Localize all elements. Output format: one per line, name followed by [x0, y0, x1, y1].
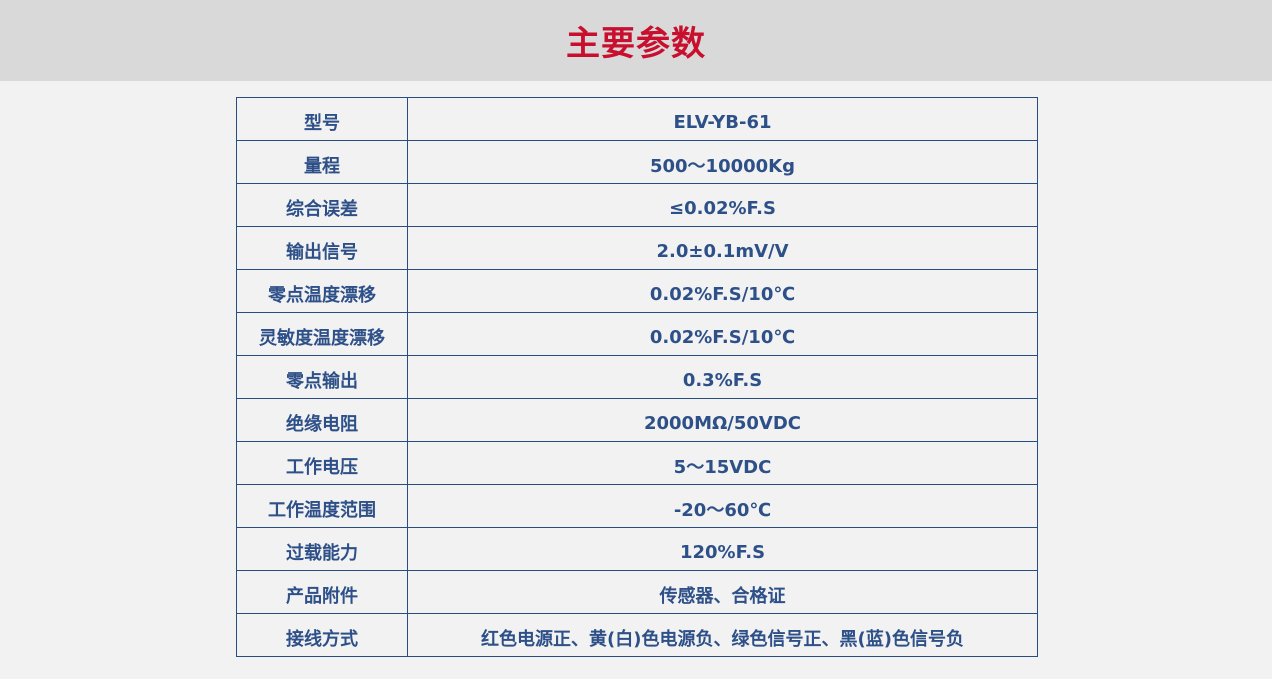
- params-table: 型号 ELV-YB-61 量程 500～10000Kg 综合误差 ≤0.02%F.S 输出信…: [236, 97, 1038, 657]
- param-value: 2.0±0.1mV/V: [407, 226, 1038, 270]
- param-value: 0.02%F.S/10℃: [407, 269, 1038, 313]
- table-row: 量程 500～10000Kg: [236, 140, 1038, 184]
- param-label: 产品附件: [236, 570, 408, 614]
- table-row: 零点输出 0.3%F.S: [236, 355, 1038, 399]
- param-value: 120%F.S: [407, 527, 1038, 571]
- param-value: 500～10000Kg: [407, 140, 1038, 184]
- param-value: 2000MΩ/50VDC: [407, 398, 1038, 442]
- param-label: 绝缘电阻: [236, 398, 408, 442]
- param-label: 综合误差: [236, 183, 408, 227]
- table-row: 绝缘电阻 2000MΩ/50VDC: [236, 398, 1038, 442]
- param-label: 零点输出: [236, 355, 408, 399]
- param-value: ≤0.02%F.S: [407, 183, 1038, 227]
- param-label: 量程: [236, 140, 408, 184]
- param-value: 红色电源正、黄(白)色电源负、绿色信号正、黑(蓝)色信号负: [407, 613, 1038, 657]
- title-bar: 主要参数: [0, 0, 1272, 81]
- table-row: 输出信号 2.0±0.1mV/V: [236, 226, 1038, 270]
- param-value: 0.02%F.S/10℃: [407, 312, 1038, 356]
- table-row: 过载能力 120%F.S: [236, 527, 1038, 571]
- table-row: 工作温度范围 -20～60℃: [236, 484, 1038, 528]
- table-row: 产品附件 传感器、合格证: [236, 570, 1038, 614]
- param-label: 型号: [236, 97, 408, 141]
- param-label: 输出信号: [236, 226, 408, 270]
- param-value: 传感器、合格证: [407, 570, 1038, 614]
- param-label: 工作电压: [236, 441, 408, 485]
- table-row: 型号 ELV-YB-61: [236, 97, 1038, 141]
- param-value: 5～15VDC: [407, 441, 1038, 485]
- param-label: 过载能力: [236, 527, 408, 571]
- table-row: 综合误差 ≤0.02%F.S: [236, 183, 1038, 227]
- param-label: 零点温度漂移: [236, 269, 408, 313]
- param-value: 0.3%F.S: [407, 355, 1038, 399]
- table-row: 接线方式 红色电源正、黄(白)色电源负、绿色信号正、黑(蓝)色信号负: [236, 613, 1038, 657]
- param-label: 工作温度范围: [236, 484, 408, 528]
- param-label: 接线方式: [236, 613, 408, 657]
- param-value: -20～60℃: [407, 484, 1038, 528]
- table-row: 零点温度漂移 0.02%F.S/10℃: [236, 269, 1038, 313]
- table-row: 工作电压 5～15VDC: [236, 441, 1038, 485]
- page-title: 主要参数: [566, 24, 706, 64]
- table-row: 灵敏度温度漂移 0.02%F.S/10℃: [236, 312, 1038, 356]
- param-value: ELV-YB-61: [407, 97, 1038, 141]
- param-label: 灵敏度温度漂移: [236, 312, 408, 356]
